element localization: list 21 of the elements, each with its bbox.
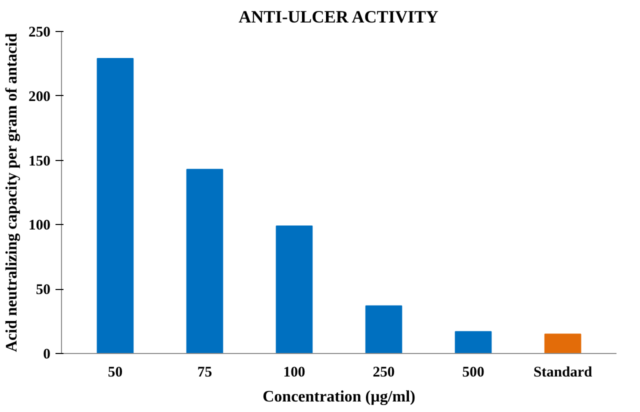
y-tick-label: 100 (28, 218, 50, 234)
bar (454, 331, 492, 354)
bar (186, 168, 224, 354)
x-axis-title: Concentration (µg/ml) (262, 388, 416, 406)
x-tick-label: Standard (533, 364, 592, 380)
y-tick-label: 0 (43, 346, 50, 362)
y-tick-label: 250 (28, 24, 50, 40)
x-tick-label: 500 (462, 364, 484, 380)
x-tick-label: 100 (283, 364, 306, 380)
y-axis-title: Acid neutralizing capacity per gram of antacid (4, 33, 21, 352)
bar (96, 58, 134, 354)
x-tick-label: 250 (372, 364, 395, 380)
x-tick-label: 75 (197, 364, 212, 380)
x-tick-label: 50 (108, 364, 123, 380)
y-tick-label: 50 (36, 282, 50, 298)
chart-title: ANTI-ULCER ACTIVITY (238, 8, 439, 26)
bar (365, 305, 402, 354)
y-tick-label: 150 (28, 153, 50, 170)
bar (544, 334, 582, 354)
bar (276, 225, 313, 354)
y-tick-label: 200 (28, 88, 50, 105)
